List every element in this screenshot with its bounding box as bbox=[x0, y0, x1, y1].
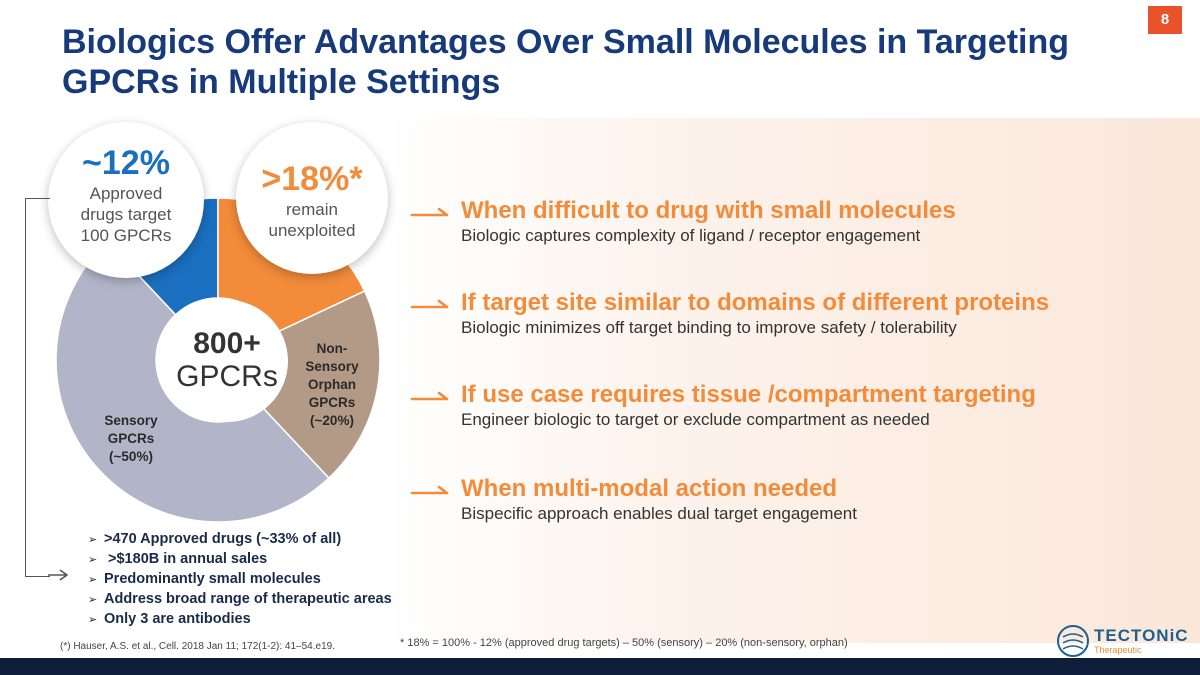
advantage-item: If use case requires tissue /compartment… bbox=[410, 380, 1110, 430]
calculation-footnote: * 18% = 100% - 12% (approved drug target… bbox=[400, 637, 848, 649]
advantage-detail: Biologic captures complexity of ligand /… bbox=[461, 226, 921, 245]
bullet-item: ➢ Predominantly small molecules bbox=[88, 570, 392, 590]
bullet-item: ➢ Only 3 are antibodies bbox=[88, 610, 392, 630]
nonsensory-label-line: (~20%) bbox=[310, 413, 354, 428]
approved-drugs-bullet-list: ➢ >470 Approved drugs (~33% of all) ➢ >$1… bbox=[88, 530, 392, 630]
bracket-connector bbox=[25, 198, 50, 577]
arrow-bullet-icon: ➢ bbox=[88, 534, 98, 546]
bullet-text: Only 3 are antibodies bbox=[104, 611, 251, 627]
unexploited-percentage-bubble: >18%* remain unexploited bbox=[236, 122, 388, 274]
advantage-heading: When multi-modal action needed bbox=[461, 475, 838, 502]
slide-title-line-1: Biologics Offer Advantages Over Small Mo… bbox=[62, 23, 1070, 61]
footer-bar bbox=[0, 658, 1200, 675]
unexploited-text-line: unexploited bbox=[268, 221, 356, 240]
advantage-heading: When difficult to drug with small molecu… bbox=[461, 197, 956, 224]
approved-percentage: ~12% bbox=[82, 144, 170, 182]
slide-title: Biologics Offer Advantages Over Small Mo… bbox=[62, 22, 1122, 102]
donut-segment-sensory bbox=[55, 240, 330, 523]
slide-title-line-2: GPCRs in Multiple Settings bbox=[62, 63, 501, 101]
unexploited-percentage: >18%* bbox=[261, 160, 363, 198]
right-arrow-icon bbox=[410, 485, 449, 495]
approved-percentage-bubble: ~12% Approved drugs target 100 GPCRs bbox=[48, 122, 204, 278]
advantage-detail: Engineer biologic to target or exclude c… bbox=[461, 410, 930, 429]
sensory-label-line: (~50%) bbox=[109, 449, 153, 464]
nonsensory-label-line: GPCRs bbox=[308, 395, 356, 410]
bullet-text: >470 Approved drugs (~33% of all) bbox=[104, 531, 342, 547]
bullet-item: ➢ >470 Approved drugs (~33% of all) bbox=[88, 530, 392, 550]
advantages-panel-background bbox=[385, 118, 1200, 643]
page-number-badge: 8 bbox=[1148, 6, 1182, 34]
citation-footnote: (*) Hauser, A.S. et al., Cell. 2018 Jan … bbox=[60, 641, 335, 652]
logo-mark-icon bbox=[1057, 625, 1089, 657]
bullet-item: ➢ >$180B in annual sales bbox=[88, 550, 392, 570]
bullet-text: Address broad range of therapeutic areas bbox=[104, 591, 392, 607]
nonsensory-label-line: Non- bbox=[316, 341, 348, 356]
sensory-label-line: GPCRs bbox=[107, 431, 155, 446]
bracket-arrowhead-icon bbox=[48, 569, 68, 581]
right-arrow-icon bbox=[410, 391, 449, 401]
advantage-detail: Biologic minimizes off target binding to… bbox=[461, 318, 957, 337]
arrow-bullet-icon: ➢ bbox=[88, 574, 98, 586]
advantage-item: When difficult to drug with small molecu… bbox=[410, 196, 1110, 246]
right-arrow-icon bbox=[410, 299, 449, 309]
advantage-detail: Bispecific approach enables dual target … bbox=[461, 504, 857, 523]
approved-text-line: 100 GPCRs bbox=[80, 226, 172, 245]
unexploited-text-line: remain bbox=[286, 200, 338, 219]
nonsensory-orphan-segment-label: Non- Sensory Orphan GPCRs (~20%) bbox=[296, 340, 368, 430]
bullet-text: >$180B in annual sales bbox=[104, 551, 268, 567]
donut-center: 800+ GPCRs bbox=[166, 300, 288, 422]
bullet-item: ➢ Address broad range of therapeutic area… bbox=[88, 590, 392, 610]
approved-text-line: Approved bbox=[89, 184, 163, 203]
arrow-bullet-icon: ➢ bbox=[88, 614, 98, 626]
arrow-bullet-icon: ➢ bbox=[88, 554, 98, 566]
donut-center-label: GPCRs bbox=[176, 360, 278, 393]
logo-subtitle: Therapeutic bbox=[1094, 645, 1142, 655]
advantage-item: If target site similar to domains of dif… bbox=[410, 288, 1110, 338]
sensory-label-line: Sensory bbox=[104, 413, 158, 428]
logo-name: TECTONiC bbox=[1094, 626, 1189, 645]
sensory-segment-label: Sensory GPCRs (~50%) bbox=[86, 412, 176, 466]
arrow-bullet-icon: ➢ bbox=[88, 594, 98, 606]
company-logo: TECTONiC Therapeutic bbox=[1056, 624, 1188, 658]
nonsensory-label-line: Sensory bbox=[305, 359, 359, 374]
right-arrow-icon bbox=[410, 207, 449, 217]
advantage-heading: If use case requires tissue /compartment… bbox=[461, 381, 1036, 408]
bullet-text: Predominantly small molecules bbox=[104, 571, 321, 587]
nonsensory-label-line: Orphan bbox=[307, 377, 356, 392]
approved-text-line: drugs target bbox=[80, 205, 172, 224]
advantage-heading: If target site similar to domains of dif… bbox=[461, 289, 1050, 316]
donut-center-number: 800+ bbox=[193, 327, 261, 360]
advantage-item: When multi-modal action needed Bispecifi… bbox=[410, 474, 1110, 524]
